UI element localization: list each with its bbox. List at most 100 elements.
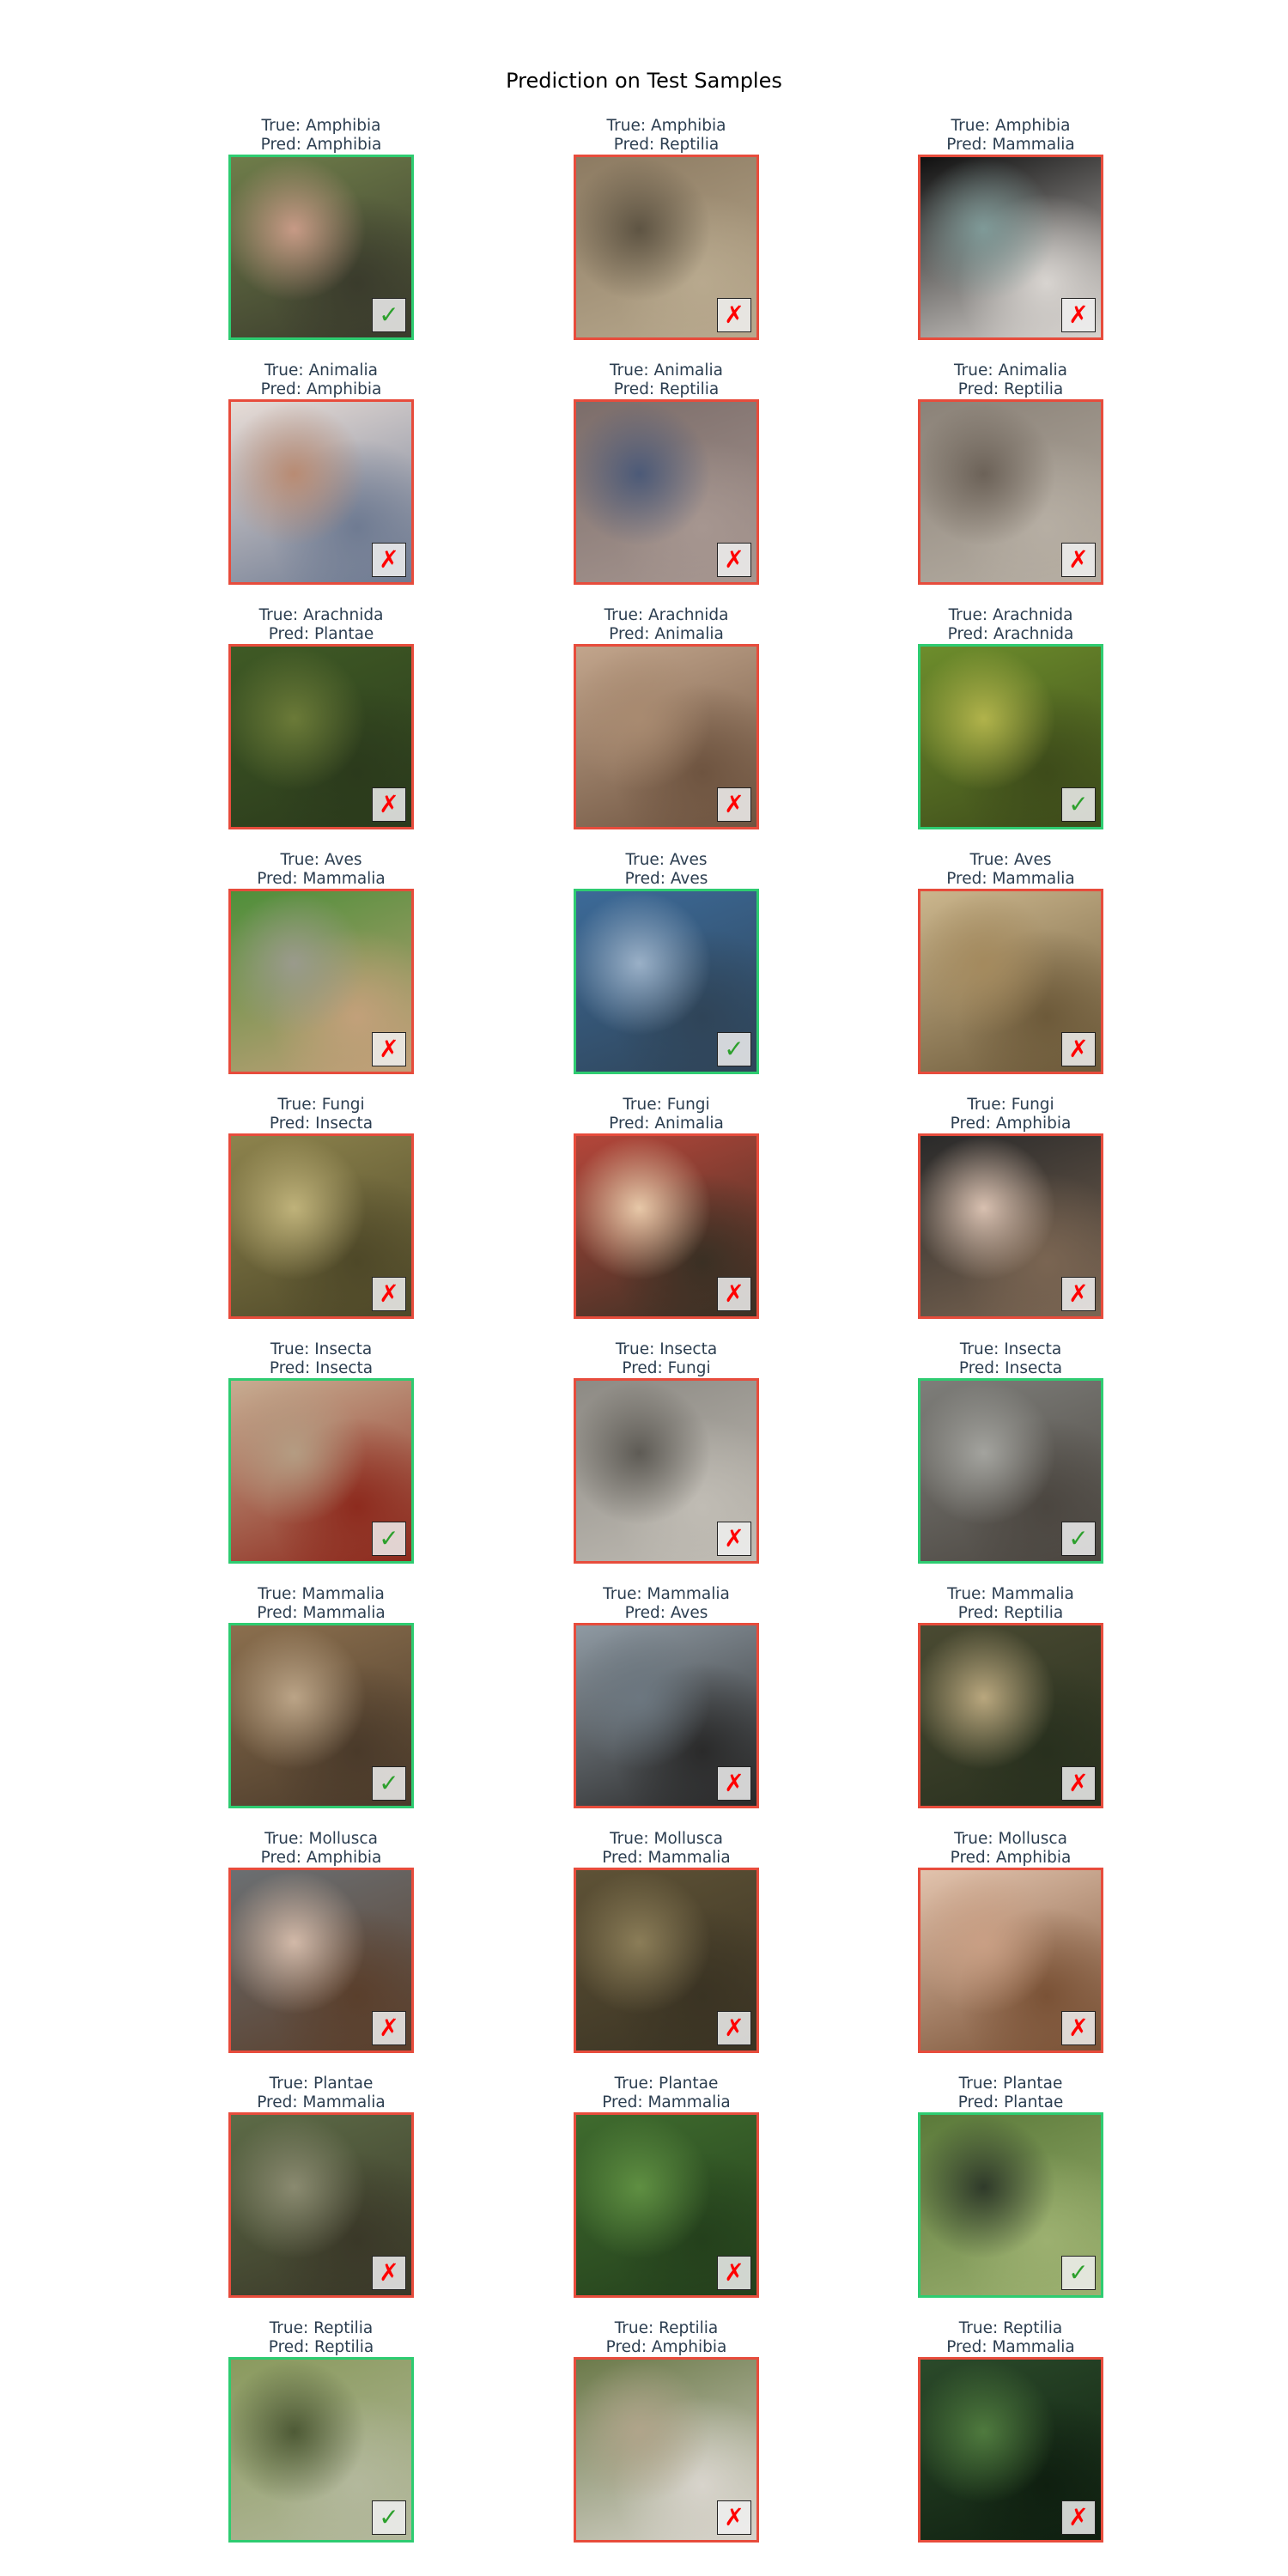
sample-cell: True: Insecta Pred: Insecta ✓: [918, 1340, 1103, 1564]
sample-image-frame: ✗: [228, 1868, 414, 2053]
cross-icon: ✗: [717, 298, 751, 332]
true-label: True: Aves: [280, 851, 362, 869]
sample-caption: True: Insecta Pred: Insecta: [892, 1340, 1129, 1378]
cross-icon: ✗: [1061, 1766, 1096, 1801]
sample-cell: True: Amphibia Pred: Reptilia ✗: [574, 117, 759, 340]
sample-caption: True: Fungi Pred: Amphibia: [892, 1096, 1129, 1133]
sample-cell: True: Insecta Pred: Fungi ✗: [574, 1340, 759, 1564]
pred-label: Pred: Fungi: [622, 1359, 711, 1377]
true-label: True: Amphibia: [951, 117, 1071, 135]
sample-caption: True: Reptilia Pred: Amphibia: [548, 2319, 785, 2357]
sample-caption: True: Mammalia Pred: Aves: [548, 1585, 785, 1623]
cross-icon: ✗: [1061, 2500, 1096, 2535]
true-label: True: Animalia: [610, 361, 723, 380]
true-label: True: Animalia: [264, 361, 378, 380]
pred-label: Pred: Mammalia: [946, 136, 1075, 154]
cross-icon: ✗: [1061, 1277, 1096, 1311]
sample-cell: True: Arachnida Pred: Arachnida ✓: [918, 606, 1103, 829]
cross-icon: ✗: [717, 1522, 751, 1556]
sample-image-frame: ✗: [574, 1378, 759, 1564]
sample-cell: True: Plantae Pred: Mammalia ✗: [228, 2075, 414, 2298]
pred-label: Pred: Amphibia: [605, 2338, 727, 2356]
true-label: True: Mollusca: [610, 1830, 723, 1848]
check-icon: ✓: [1061, 787, 1096, 822]
sample-image-frame: ✗: [574, 1133, 759, 1319]
sample-cell: True: Insecta Pred: Insecta ✓: [228, 1340, 414, 1564]
cross-icon: ✗: [372, 2011, 406, 2045]
true-label: True: Insecta: [959, 1340, 1062, 1358]
pred-label: Pred: Aves: [624, 1604, 708, 1622]
true-label: True: Fungi: [277, 1096, 365, 1114]
sample-cell: True: Mammalia Pred: Aves ✗: [574, 1585, 759, 1808]
sample-caption: True: Insecta Pred: Fungi: [548, 1340, 785, 1378]
sample-cell: True: Arachnida Pred: Animalia ✗: [574, 606, 759, 829]
pred-label: Pred: Reptilia: [957, 1604, 1064, 1622]
sample-caption: True: Aves Pred: Mammalia: [892, 851, 1129, 889]
sample-cell: True: Aves Pred: Mammalia ✗: [228, 851, 414, 1074]
cross-icon: ✗: [372, 1032, 406, 1066]
pred-label: Pred: Amphibia: [260, 380, 382, 398]
sample-caption: True: Amphibia Pred: Mammalia: [892, 117, 1129, 155]
cross-icon: ✗: [717, 1766, 751, 1801]
sample-cell: True: Reptilia Pred: Mammalia ✗: [918, 2319, 1103, 2543]
check-icon: ✓: [372, 298, 406, 332]
sample-cell: True: Mammalia Pred: Reptilia ✗: [918, 1585, 1103, 1808]
pred-label: Pred: Amphibia: [950, 1849, 1072, 1867]
pred-label: Pred: Plantae: [957, 2093, 1064, 2111]
sample-caption: True: Reptilia Pred: Reptilia: [203, 2319, 440, 2357]
check-icon: ✓: [372, 2500, 406, 2535]
sample-caption: True: Reptilia Pred: Mammalia: [892, 2319, 1129, 2357]
sample-image-frame: ✗: [574, 1623, 759, 1808]
pred-label: Pred: Amphibia: [950, 1115, 1072, 1133]
sample-cell: True: Animalia Pred: Reptilia ✗: [918, 361, 1103, 585]
sample-image-frame: ✗: [228, 889, 414, 1074]
true-label: True: Plantae: [269, 2075, 374, 2093]
check-icon: ✓: [1061, 1522, 1096, 1556]
sample-cell: True: Fungi Pred: Amphibia ✗: [918, 1096, 1103, 1319]
sample-cell: True: Animalia Pred: Amphibia ✗: [228, 361, 414, 585]
sample-caption: True: Amphibia Pred: Amphibia: [203, 117, 440, 155]
pred-label: Pred: Mammalia: [257, 2093, 386, 2111]
check-icon: ✓: [372, 1522, 406, 1556]
pred-label: Pred: Amphibia: [260, 1849, 382, 1867]
pred-label: Pred: Animalia: [609, 625, 724, 643]
sample-caption: True: Mollusca Pred: Amphibia: [892, 1830, 1129, 1868]
pred-label: Pred: Aves: [624, 870, 708, 888]
sample-caption: True: Plantae Pred: Mammalia: [203, 2075, 440, 2112]
check-icon: ✓: [717, 1032, 751, 1066]
sample-image-frame: ✗: [918, 1623, 1103, 1808]
true-label: True: Arachnida: [258, 606, 384, 624]
sample-caption: True: Insecta Pred: Insecta: [203, 1340, 440, 1378]
sample-cell: True: Arachnida Pred: Plantae ✗: [228, 606, 414, 829]
pred-label: Pred: Amphibia: [260, 136, 382, 154]
sample-image-frame: ✗: [918, 889, 1103, 1074]
sample-image-frame: ✗: [228, 399, 414, 585]
true-label: True: Fungi: [623, 1096, 710, 1114]
sample-cell: True: Amphibia Pred: Mammalia ✗: [918, 117, 1103, 340]
check-icon: ✓: [1061, 2256, 1096, 2290]
sample-cell: True: Aves Pred: Aves ✓: [574, 851, 759, 1074]
cross-icon: ✗: [1061, 298, 1096, 332]
sample-cell: True: Mollusca Pred: Amphibia ✗: [228, 1830, 414, 2053]
sample-image-frame: ✗: [574, 2112, 759, 2298]
pred-label: Pred: Reptilia: [268, 2338, 374, 2356]
cross-icon: ✗: [717, 1277, 751, 1311]
sample-cell: True: Aves Pred: Mammalia ✗: [918, 851, 1103, 1074]
true-label: True: Aves: [625, 851, 708, 869]
true-label: True: Mollusca: [264, 1830, 378, 1848]
sample-image-frame: ✗: [228, 644, 414, 829]
true-label: True: Animalia: [954, 361, 1067, 380]
sample-cell: True: Animalia Pred: Reptilia ✗: [574, 361, 759, 585]
true-label: True: Reptilia: [958, 2319, 1063, 2337]
sample-cell: True: Fungi Pred: Animalia ✗: [574, 1096, 759, 1319]
check-icon: ✓: [372, 1766, 406, 1801]
sample-caption: True: Aves Pred: Mammalia: [203, 851, 440, 889]
true-label: True: Reptilia: [614, 2319, 719, 2337]
pred-label: Pred: Plantae: [268, 625, 374, 643]
cross-icon: ✗: [717, 2500, 751, 2535]
pred-label: Pred: Arachnida: [947, 625, 1074, 643]
sample-image-frame: ✗: [918, 155, 1103, 340]
true-label: True: Arachnida: [604, 606, 729, 624]
true-label: True: Mammalia: [258, 1585, 385, 1603]
